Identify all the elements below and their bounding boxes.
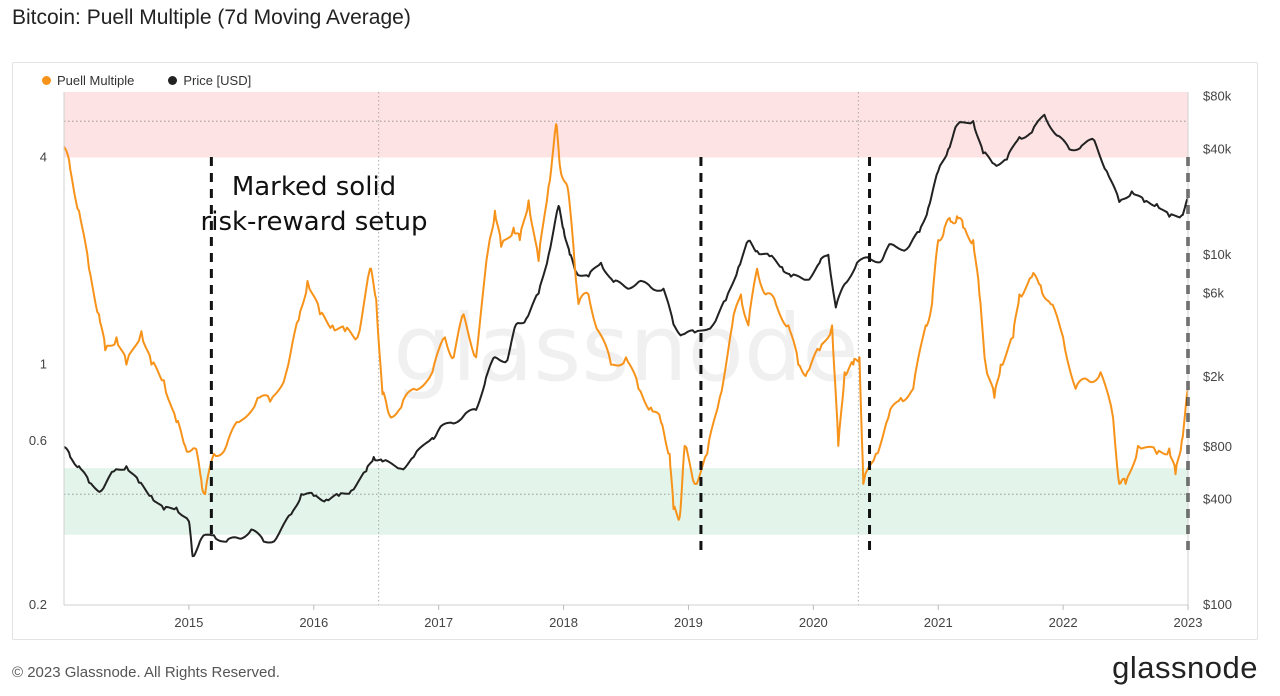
legend-item-price[interactable]: Price [USD]: [168, 73, 251, 88]
glassnode-logo: glassnode: [1112, 650, 1258, 685]
x-tick-label-2017: 2017: [424, 615, 453, 630]
legend-label-puell: Puell Multiple: [57, 73, 135, 88]
y-right-tick-$6k: $6k: [1203, 286, 1224, 301]
x-tick-label-2016: 2016: [299, 615, 328, 630]
y-right-tick-$80k: $80k: [1203, 89, 1232, 104]
price-line: [63, 113, 1189, 558]
x-tick-label-2022: 2022: [1049, 615, 1078, 630]
y-right-tick-$800: $800: [1203, 439, 1232, 454]
chart-panel: [12, 62, 1258, 640]
annotation-line-1: Marked solid: [232, 172, 396, 202]
annotation-line-2: risk-reward setup: [201, 207, 428, 237]
y-right-tick-$10k: $10k: [1203, 247, 1232, 262]
legend-item-puell[interactable]: Puell Multiple: [42, 73, 134, 88]
y-left-tick-4: 4: [40, 149, 47, 164]
x-tick-label-2018: 2018: [549, 615, 578, 630]
y-left-tick-1: 1: [40, 357, 47, 372]
legend: Puell Multiple Price [USD]: [42, 73, 251, 88]
x-tick-label-2020: 2020: [799, 615, 828, 630]
legend-label-price: Price [USD]: [183, 73, 252, 88]
watermark: glassnode: [393, 295, 859, 402]
x-tick-label-2021: 2021: [924, 615, 953, 630]
x-tick-label-2023: 2023: [1174, 615, 1203, 630]
legend-dot-puell: [42, 76, 51, 85]
y-left-tick-0.2: 0.2: [29, 597, 47, 612]
y-right-tick-$100: $100: [1203, 597, 1232, 612]
y-right-tick-$2k: $2k: [1203, 369, 1224, 384]
y-right-tick-$40k: $40k: [1203, 141, 1232, 156]
x-tick-label-2015: 2015: [174, 615, 203, 630]
y-right-tick-$400: $400: [1203, 492, 1232, 507]
puell-line: [63, 123, 1189, 521]
page-title: Bitcoin: Puell Multiple (7d Moving Avera…: [12, 6, 411, 29]
x-tick-label-2019: 2019: [674, 615, 703, 630]
red-zone-band: [64, 92, 1188, 158]
legend-dot-price: [168, 76, 178, 85]
copyright-text: © 2023 Glassnode. All Rights Reserved.: [12, 664, 280, 681]
y-left-tick-0.6: 0.6: [29, 433, 47, 448]
green-zone-band: [64, 468, 1188, 535]
